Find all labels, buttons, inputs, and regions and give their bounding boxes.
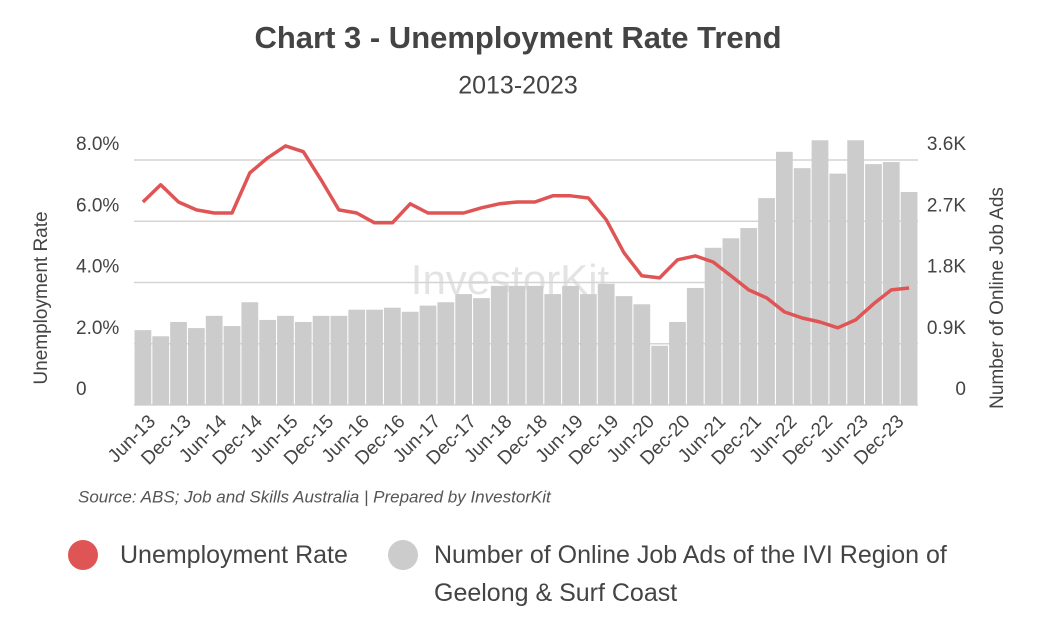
bar <box>294 321 312 405</box>
chart-title: Chart 3 - Unemployment Rate Trend <box>254 20 781 55</box>
y-tick-label: 8.0% <box>76 134 119 155</box>
bar <box>312 315 330 405</box>
bar <box>205 315 223 405</box>
bar <box>383 307 401 405</box>
bar <box>490 285 508 405</box>
legend-label: Number of Online Job Ads of the IVI Regi… <box>434 541 947 607</box>
chart-subtitle: 2013-2023 <box>458 72 578 100</box>
bar <box>544 294 562 405</box>
bar <box>633 304 651 405</box>
bar <box>187 328 205 405</box>
bar <box>686 287 704 405</box>
bar <box>419 305 437 405</box>
bar <box>562 285 579 405</box>
bar <box>722 238 740 405</box>
bar <box>170 321 187 405</box>
bar <box>526 285 544 405</box>
bar <box>366 309 383 405</box>
legend-swatch <box>388 540 418 570</box>
bar <box>455 294 473 405</box>
bar <box>152 336 170 405</box>
bar <box>401 311 419 405</box>
bar <box>134 330 152 405</box>
y2-tick-label: 3.6K <box>927 134 966 155</box>
bar <box>865 164 882 405</box>
y-tick-label: 6.0% <box>76 195 119 216</box>
bar <box>508 285 526 405</box>
bar <box>882 162 900 405</box>
bar <box>740 228 758 405</box>
y2-axis-label: Number of Online Job Ads <box>987 187 1008 409</box>
y-tick-label: 2.0% <box>76 318 119 339</box>
bar <box>793 168 811 405</box>
legend-swatch <box>68 540 98 570</box>
bar <box>348 309 366 405</box>
bar <box>900 191 918 405</box>
y2-tick-label: 1.8K <box>927 257 966 278</box>
y2-tick-label: 0 <box>955 379 966 400</box>
bar <box>811 140 829 405</box>
bar <box>579 294 597 405</box>
bar <box>847 140 865 405</box>
bar <box>241 302 259 405</box>
y2-tick-label: 0.9K <box>927 318 966 339</box>
y-tick-label: 4.0% <box>76 257 119 278</box>
bar <box>758 198 775 405</box>
bar <box>437 302 455 405</box>
bar <box>330 315 348 405</box>
bar <box>597 283 615 405</box>
y2-tick-label: 2.7K <box>927 195 966 216</box>
bar <box>651 345 669 405</box>
source-note: Source: ABS; Job and Skills Australia | … <box>78 487 552 506</box>
bar <box>259 319 277 405</box>
bar <box>775 151 793 405</box>
bar <box>473 298 490 405</box>
y-axis-label: Unemployment Rate <box>31 211 52 384</box>
line <box>141 144 910 330</box>
bar <box>277 315 294 405</box>
bar <box>669 321 686 405</box>
legend-label: Unemployment Rate <box>120 541 348 569</box>
y-tick-label: 0 <box>76 379 87 400</box>
bar <box>704 247 722 405</box>
bar <box>615 296 633 405</box>
bar <box>223 326 241 405</box>
bar <box>829 173 847 405</box>
